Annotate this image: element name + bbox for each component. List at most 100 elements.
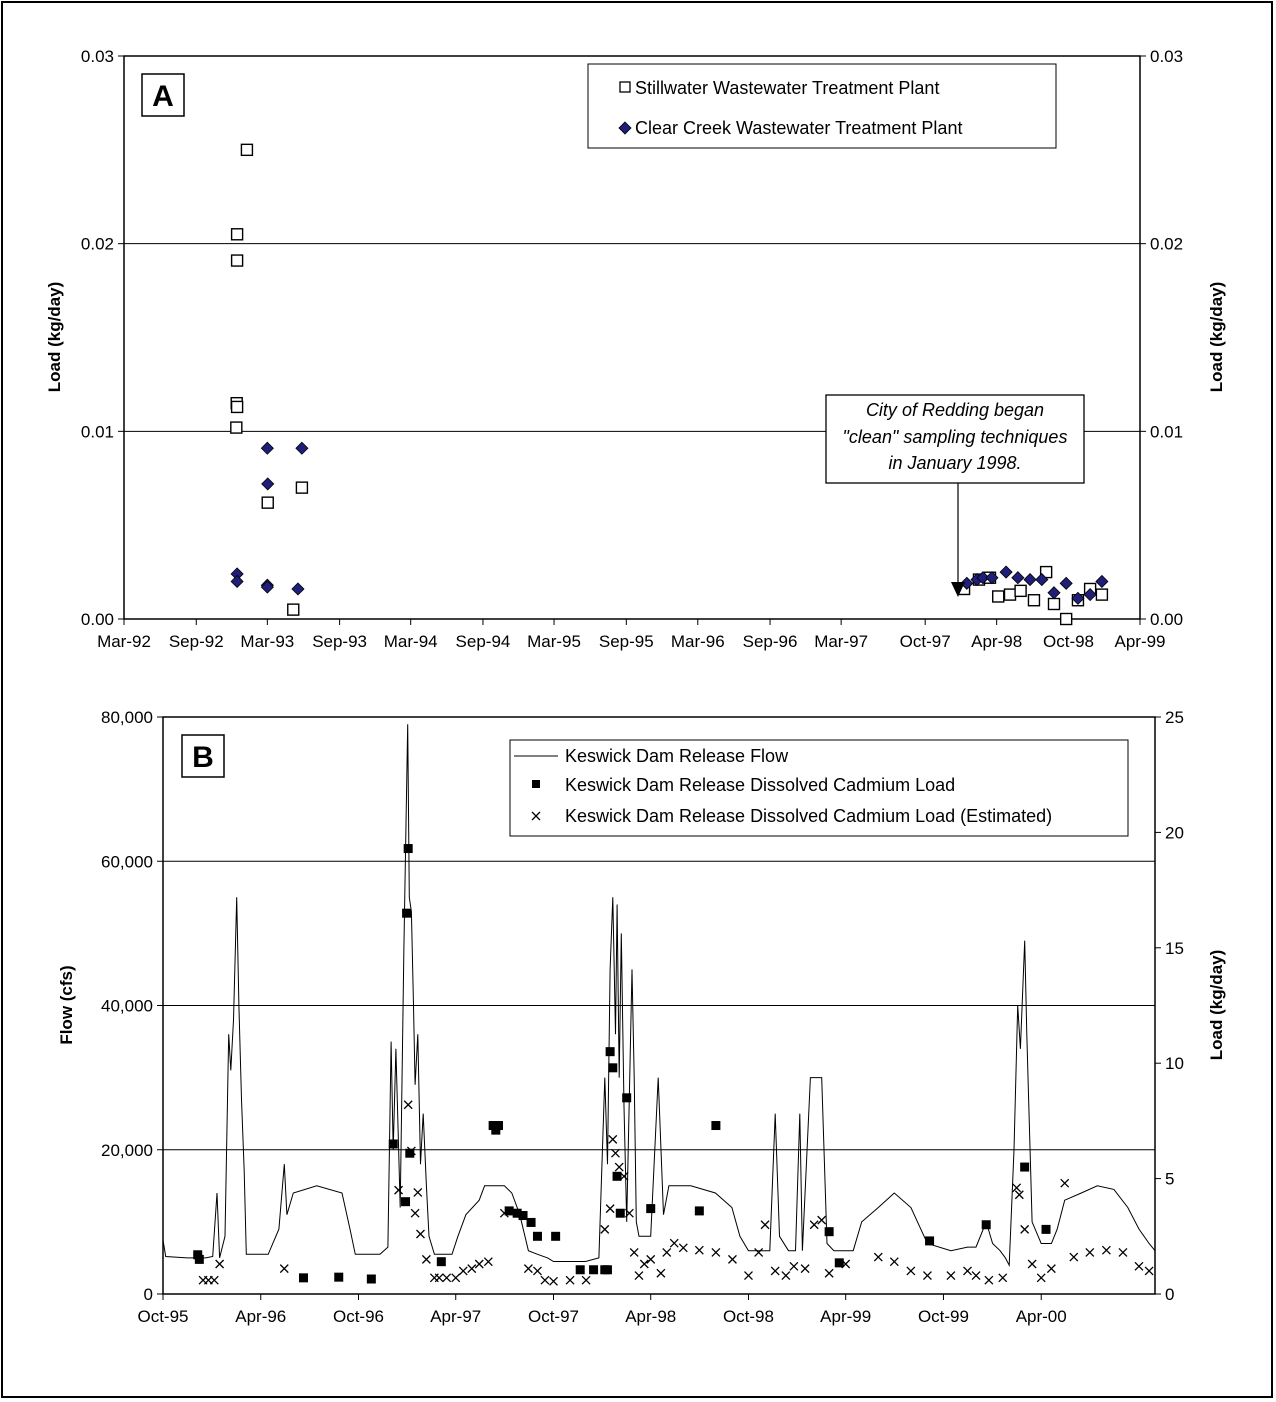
measured-load-point (608, 1063, 618, 1073)
estimated-load-point (1118, 1248, 1128, 1257)
stillwater-point (1095, 588, 1109, 601)
panel-a-x-tick-label: Mar-97 (814, 632, 868, 651)
panel-b-y-tick-label: 20,000 (101, 1141, 153, 1160)
panel-a-letter: A (152, 80, 174, 113)
estimated-load-point (483, 1257, 493, 1267)
panel-a-y-axis-label-right: Load (kg/day) (1207, 282, 1226, 393)
stillwater-point (230, 421, 243, 434)
estimated-load-point (605, 1204, 615, 1214)
measured-load-point (403, 844, 413, 854)
clear-creek-point (1011, 571, 1025, 585)
estimated-load-point (394, 1185, 404, 1195)
panel-b-y-tick-label: 40,000 (101, 997, 153, 1016)
legend-stillwater-label: Stillwater Wastewater Treatment Plant (635, 78, 939, 98)
estimated-load-point (279, 1264, 289, 1274)
clear-creek-point (260, 580, 274, 594)
measured-load-point (488, 1121, 498, 1131)
estimated-load-point (754, 1248, 764, 1257)
annotation-box (825, 394, 1085, 484)
panel-b-x-tick-label: Apr-97 (430, 1307, 481, 1326)
estimated-load-point (634, 1271, 644, 1280)
stillwater-point (1047, 597, 1061, 611)
estimated-load-point (873, 1252, 883, 1262)
measured-load-point (388, 1139, 398, 1149)
estimated-load-point (963, 1266, 972, 1276)
panel-a-y-tick-label: 0.03 (81, 47, 114, 66)
estimated-load-point (1036, 1273, 1046, 1283)
estimated-load-point (410, 1208, 420, 1218)
panel-b-chart: 0 20,000 40,000 60,000 80,000 0 5 10 15 20 25 Oct-9… (57, 708, 1226, 1326)
panel-a-points (230, 143, 1109, 626)
panel-a-plot-area (123, 55, 1141, 620)
clear-creek-point (1083, 588, 1097, 602)
clear-creek-point (985, 571, 999, 585)
measured-load-point (925, 1236, 935, 1246)
measured-load-point (605, 1047, 615, 1057)
estimated-load-point (442, 1273, 452, 1283)
panel-b-y-axis-label: Flow (cfs) (57, 965, 76, 1044)
clear-creek-point (260, 441, 274, 455)
estimated-load-point (646, 1254, 656, 1264)
estimated-load-point (421, 1254, 431, 1264)
estimated-load-point (533, 1266, 542, 1276)
measured-load-point (436, 1257, 446, 1267)
estimated-load-point (694, 1245, 704, 1255)
panel-b-y-tick-label-right: 25 (1165, 708, 1184, 727)
panel-b-y-tick-label: 0 (144, 1285, 153, 1304)
measured-load-point (334, 1272, 344, 1282)
panel-a-letter-box (141, 73, 185, 117)
estimated-load-point (209, 1275, 219, 1285)
estimated-load-point (215, 1259, 225, 1269)
panel-a-chart: 0.00 0.00 0.01 0.01 0.02 0.02 0.03 0.03 Mar-92 Se… (45, 47, 1226, 651)
estimated-load-point (639, 1259, 649, 1269)
estimated-load-point (549, 1276, 558, 1286)
estimated-load-point (581, 1275, 591, 1285)
measured-load-point (518, 1211, 528, 1221)
measured-load-point (493, 1121, 503, 1131)
measured-load-point (711, 1121, 721, 1131)
clear-creek-point (1071, 591, 1085, 605)
panel-a-x-tick-label: Oct-97 (900, 632, 951, 651)
measured-load-point (602, 1265, 612, 1275)
clear-creek-point (1095, 574, 1109, 589)
clear-creek-point (999, 565, 1013, 579)
estimated-load-point (614, 1162, 624, 1172)
measured-load-point (526, 1217, 536, 1227)
measured-load-point (298, 1273, 308, 1283)
clear-creek-point (291, 582, 305, 596)
panel-b-ticks: 0 20,000 40,000 60,000 80,000 0 5 10 15 20 25 Oct-9… (101, 708, 1184, 1326)
panel-a-x-tick-label: Sep-92 (169, 632, 224, 651)
panel-b-y-tick-label-right: 0 (1165, 1285, 1174, 1304)
panel-b-x-tick-label: Oct-97 (528, 1307, 579, 1326)
panel-a-x-tick-label: Sep-94 (456, 632, 511, 651)
stillwater-point (1027, 594, 1041, 607)
estimated-load-point (678, 1243, 688, 1253)
panel-a-x-tick-label: Sep-96 (743, 632, 798, 651)
measured-load-point (1041, 1224, 1051, 1234)
stillwater-point (230, 400, 244, 414)
panel-a-x-tick-label: Apr-98 (971, 632, 1022, 651)
panel-a-x-tick-label: Sep-95 (599, 632, 654, 651)
legend-flow-label: Keswick Dam Release Flow (565, 746, 789, 766)
panel-a-legend (587, 63, 1057, 149)
stillwater-point (230, 228, 244, 241)
measured-load-point (551, 1231, 561, 1241)
measured-load-point (366, 1274, 376, 1284)
estimated-load-point (946, 1271, 956, 1280)
estimated-load-point (611, 1148, 620, 1158)
clear-creek-point (1047, 586, 1061, 600)
estimated-load-point (1101, 1245, 1111, 1255)
legend-open-square-icon (619, 81, 631, 93)
estimated-load-point (1069, 1252, 1079, 1262)
estimated-load-point (540, 1275, 550, 1285)
measured-load-point (575, 1265, 585, 1275)
measured-load-point (824, 1227, 834, 1237)
estimated-load-point (523, 1264, 533, 1274)
measured-load-point (694, 1206, 704, 1216)
panel-b-x-tick-label: Oct-99 (918, 1307, 969, 1326)
estimated-load-point (458, 1266, 468, 1276)
estimated-load-point (451, 1273, 461, 1283)
clear-creek-point (295, 441, 309, 455)
